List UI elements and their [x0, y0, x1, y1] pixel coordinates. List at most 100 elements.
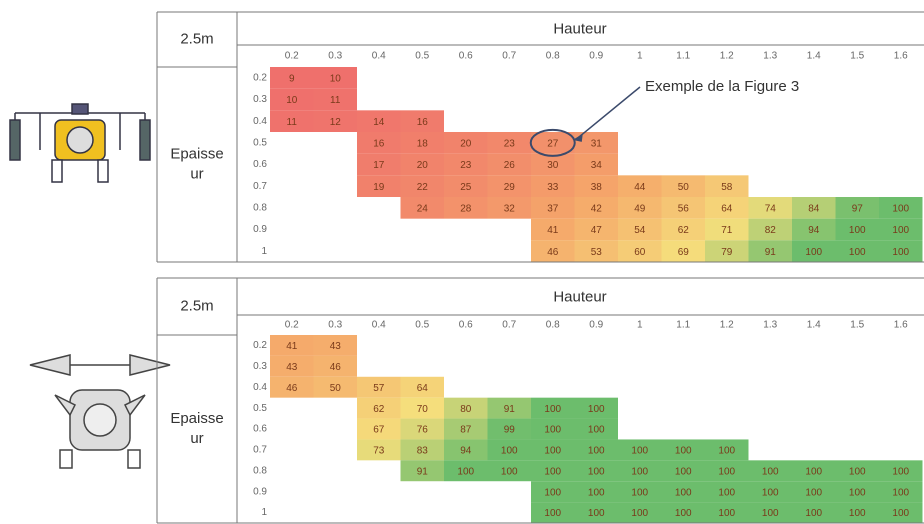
- annotation-text: Exemple de la Figure 3: [645, 78, 799, 95]
- column-label: 0.5: [415, 320, 429, 331]
- cell-value: 100: [849, 466, 866, 477]
- corner-label: 2.5m: [180, 30, 213, 47]
- cell-value: 64: [417, 383, 429, 394]
- cell-value: 99: [504, 425, 516, 436]
- column-label: 1.5: [850, 320, 864, 331]
- cell-value: 100: [588, 508, 605, 519]
- cell-value: 47: [591, 225, 603, 236]
- cell-value: 12: [330, 117, 342, 128]
- cell-value: 10: [286, 95, 298, 106]
- cell-value: 100: [849, 247, 866, 258]
- page: 9100.210110.3111214160.41618202327310.51…: [0, 0, 924, 524]
- screen: 9100.210110.3111214160.41618202327310.51…: [0, 0, 924, 524]
- row-label: 1: [261, 246, 267, 257]
- column-label: 1.3: [763, 320, 777, 331]
- row-label: 0.8: [253, 202, 267, 213]
- cell-value: 53: [591, 247, 603, 258]
- machine-icon-2: [30, 355, 170, 468]
- row-label: 0.4: [253, 382, 267, 393]
- cell-value: 54: [634, 225, 646, 236]
- cell-value: 46: [547, 247, 559, 258]
- cell-value: 100: [849, 225, 866, 236]
- column-label: 0.2: [285, 320, 299, 331]
- row-title: Epaisse: [170, 145, 223, 162]
- cell-value: 100: [892, 487, 909, 498]
- column-label: 1.4: [807, 320, 821, 331]
- cell-value: 20: [460, 138, 472, 149]
- cell-value: 62: [373, 404, 385, 415]
- cell-value: 9: [289, 73, 295, 84]
- cell-value: 71: [721, 225, 733, 236]
- cell-value: 100: [588, 466, 605, 477]
- cell-value: 100: [718, 446, 735, 457]
- cell-value: 100: [805, 487, 822, 498]
- cell-value: 94: [460, 446, 472, 457]
- cell-value: 83: [417, 446, 429, 457]
- cell-value: 100: [631, 466, 648, 477]
- cell-value: 23: [460, 160, 472, 171]
- cell-value: 34: [591, 160, 603, 171]
- cell-value: 97: [852, 203, 864, 214]
- column-title: Hauteur: [553, 20, 606, 37]
- cell-value: 91: [504, 404, 516, 415]
- cell-value: 100: [718, 466, 735, 477]
- annotation-arrow: [577, 87, 640, 139]
- cell-value: 70: [417, 404, 429, 415]
- column-label: 0.3: [328, 51, 342, 62]
- cell-value: 100: [892, 203, 909, 214]
- row-label: 1: [261, 507, 267, 518]
- cell-value: 25: [460, 182, 472, 193]
- column-label: 1.4: [807, 51, 821, 62]
- cell-value: 11: [330, 95, 341, 106]
- cell-value: 100: [544, 466, 561, 477]
- cell-value: 100: [805, 508, 822, 519]
- column-label: 0.7: [502, 320, 516, 331]
- column-title: Hauteur: [553, 288, 606, 305]
- cell-value: 87: [460, 425, 472, 436]
- cell-value: 17: [373, 160, 385, 171]
- row-label: 0.5: [253, 137, 267, 148]
- cell-value: 28: [460, 203, 472, 214]
- row-label: 0.9: [253, 224, 267, 235]
- column-label: 0.3: [328, 320, 342, 331]
- cell-value: 27: [547, 138, 559, 149]
- cell-value: 100: [588, 446, 605, 457]
- cell-value: 64: [721, 203, 733, 214]
- cell-value: 100: [718, 487, 735, 498]
- row-label: 0.3: [253, 361, 267, 372]
- cell-value: 41: [286, 341, 298, 352]
- row-label: 0.9: [253, 486, 267, 497]
- cell-value: 26: [504, 160, 516, 171]
- row-label: 0.6: [253, 424, 267, 435]
- cell-value: 37: [547, 203, 559, 214]
- cell-value: 44: [634, 182, 646, 193]
- cell-value: 74: [765, 203, 777, 214]
- cell-value: 100: [892, 508, 909, 519]
- cell-value: 60: [634, 247, 646, 258]
- cell-value: 100: [675, 487, 692, 498]
- cell-value: 100: [588, 404, 605, 415]
- cell-value: 100: [544, 508, 561, 519]
- cell-value: 91: [417, 466, 429, 477]
- cell-value: 56: [678, 203, 690, 214]
- cell-value: 31: [591, 138, 603, 149]
- column-label: 1: [637, 320, 643, 331]
- cell-value: 100: [762, 508, 779, 519]
- cell-value: 41: [547, 225, 559, 236]
- cell-value: 100: [675, 508, 692, 519]
- cell-value: 49: [634, 203, 646, 214]
- cell-value: 23: [504, 138, 516, 149]
- cell-value: 16: [373, 138, 385, 149]
- cell-value: 100: [892, 225, 909, 236]
- cell-value: 100: [762, 487, 779, 498]
- corner-label: 2.5m: [180, 297, 213, 314]
- row-label: 0.4: [253, 116, 267, 127]
- cell-value: 20: [417, 160, 429, 171]
- row-label: 0.2: [253, 340, 267, 351]
- column-label: 0.5: [415, 51, 429, 62]
- cell-value: 32: [504, 203, 516, 214]
- column-label: 0.8: [546, 51, 560, 62]
- cell-value: 100: [675, 466, 692, 477]
- machine-icon-1: [10, 104, 150, 182]
- cell-value: 100: [892, 466, 909, 477]
